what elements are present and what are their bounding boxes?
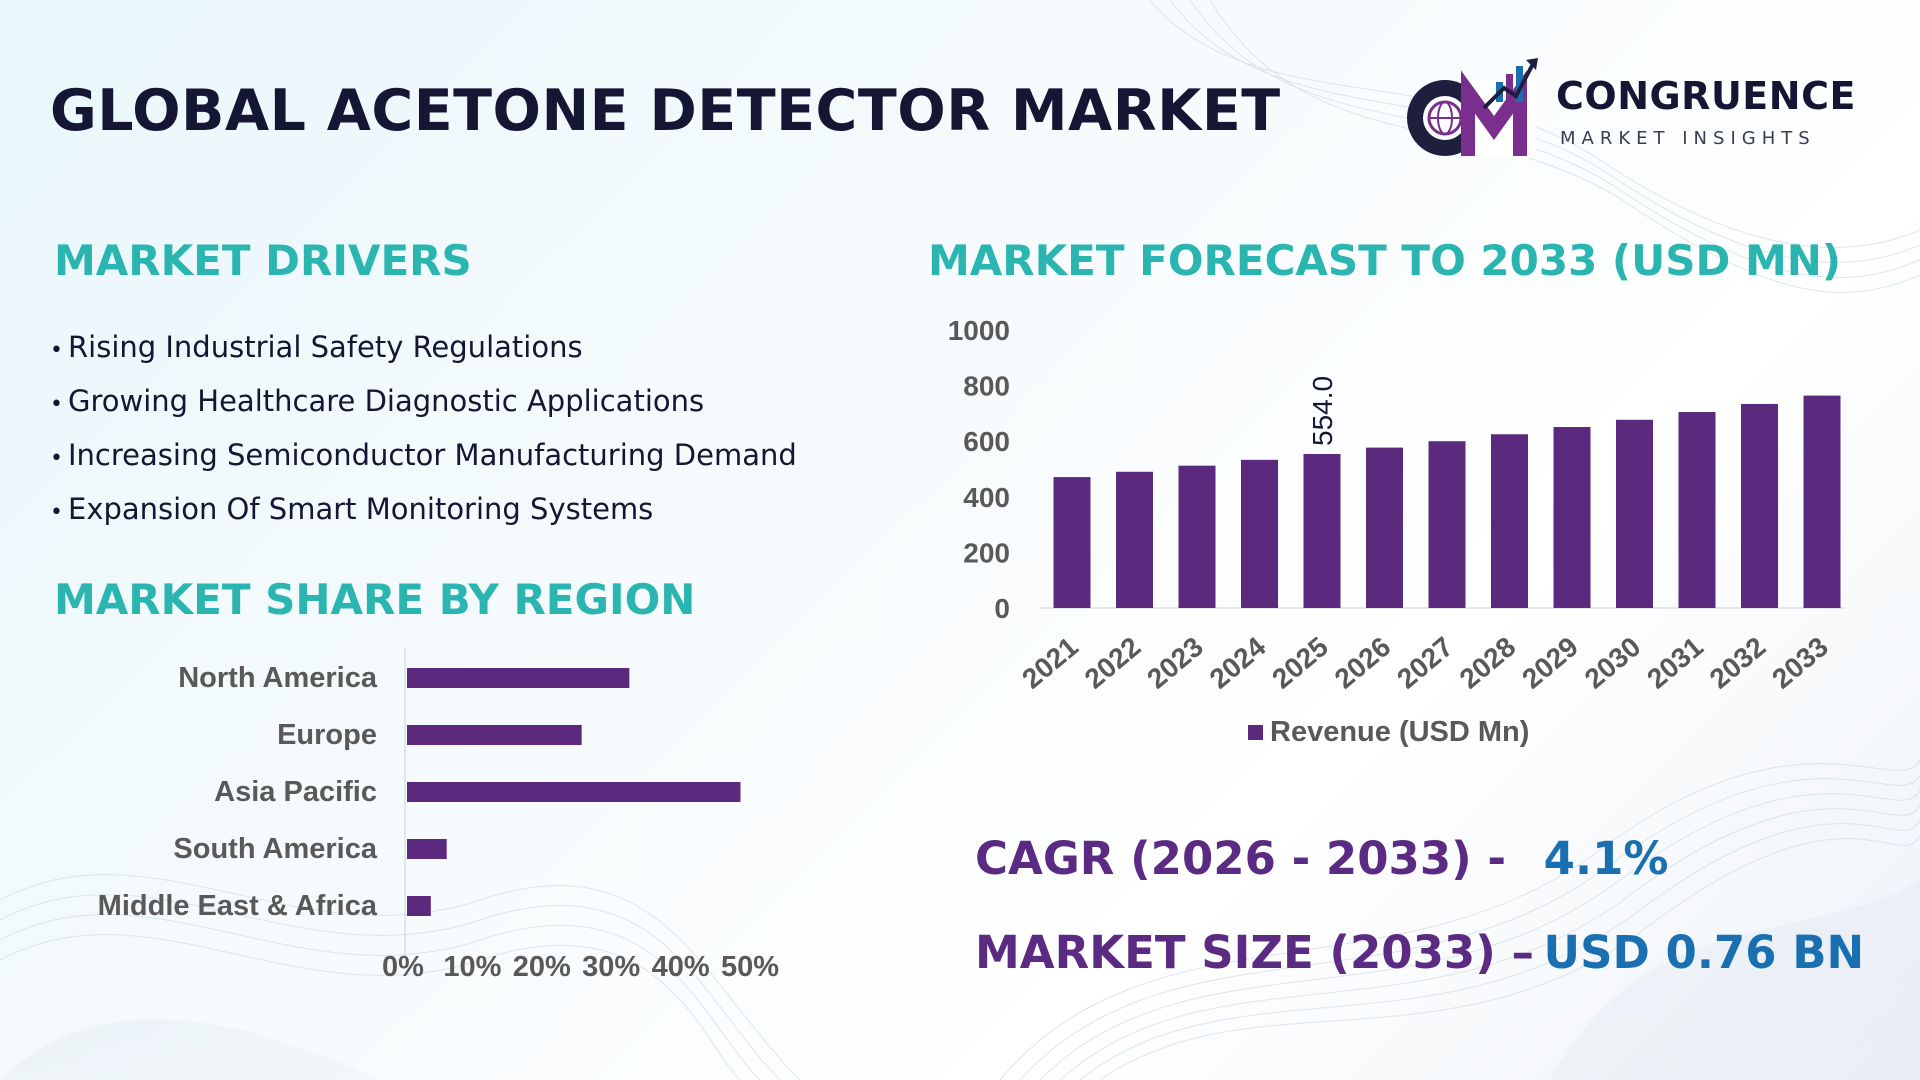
forecast-y-tick: 400 (963, 482, 1010, 513)
forecast-bar (1116, 471, 1153, 608)
region-category-label: Middle East & Africa (98, 890, 378, 922)
region-category-label: Asia Pacific (214, 776, 377, 808)
forecast-title: MARKET FORECAST TO 2033 (USD MN) (928, 236, 1842, 285)
forecast-bar (1241, 459, 1278, 608)
cm-logo-icon (1407, 58, 1538, 158)
forecast-x-tick: 2026 (1329, 631, 1397, 695)
region-tick-label: 0% (382, 951, 424, 983)
drivers-title: MARKET DRIVERS (54, 236, 472, 285)
logo-tagline: MARKET INSIGHTS (1560, 128, 1816, 149)
forecast-bar (1178, 465, 1216, 608)
page-title: GLOBAL ACETONE DETECTOR MARKET (50, 78, 1281, 144)
market-size-value: USD 0.76 BN (1543, 926, 1865, 979)
cagr-label: CAGR (2026 - 2033) - (975, 832, 1507, 885)
forecast-x-tick: 2023 (1141, 631, 1209, 695)
forecast-bar (1303, 453, 1341, 608)
region-category-label: Europe (277, 719, 377, 751)
driver-item: • Growing Healthcare Diagnostic Applicati… (50, 384, 705, 418)
driver-item: • Increasing Semiconductor Manufacturing … (50, 438, 797, 472)
forecast-x-tick: 2029 (1516, 631, 1584, 695)
region-tick-label: 50% (721, 951, 779, 983)
region-tick-label: 30% (582, 951, 640, 983)
region-tick-label: 20% (513, 951, 571, 983)
forecast-x-tick: 2030 (1579, 631, 1647, 695)
drivers-list: • Rising Industrial Safety Regulations • G… (50, 320, 797, 536)
forecast-bar (1741, 403, 1778, 608)
forecast-x-tick: 2025 (1266, 631, 1334, 695)
region-share-chart: North America Europe Asia Pacific South Ame… (98, 648, 779, 983)
forecast-y-tick: 1000 (948, 315, 1010, 346)
region-bar (407, 839, 447, 859)
forecast-bar (1428, 441, 1466, 608)
legend-swatch (1248, 725, 1263, 740)
forecast-x-tick: 2032 (1704, 631, 1772, 695)
cagr-value: 4.1% (1543, 832, 1669, 885)
forecast-x-tick: 2033 (1766, 631, 1834, 695)
forecast-x-tick: 2021 (1016, 631, 1084, 695)
forecast-x-tick: 2027 (1391, 631, 1459, 695)
region-title: MARKET SHARE BY REGION (54, 575, 696, 624)
logo-name: CONGRUENCE (1556, 74, 1856, 118)
forecast-y-tick: 800 (963, 371, 1010, 402)
forecast-data-label: 554.0 (1307, 376, 1338, 446)
region-tick-label: 40% (652, 951, 710, 983)
driver-item: • Expansion Of Smart Monitoring Systems (50, 492, 654, 526)
region-bar (407, 782, 741, 802)
driver-item: • Rising Industrial Safety Regulations (50, 330, 583, 364)
forecast-y-tick: 200 (963, 537, 1010, 568)
region-tick-label: 10% (443, 951, 501, 983)
forecast-x-tick: 2022 (1079, 631, 1147, 695)
region-bar (407, 668, 630, 688)
brand-logo: CONGRUENCE MARKET INSIGHTS (1400, 52, 1880, 162)
forecast-y-tick: 0 (994, 593, 1010, 624)
forecast-bar (1366, 447, 1403, 608)
forecast-x-tick: 2031 (1641, 631, 1709, 695)
forecast-x-tick: 2024 (1204, 631, 1272, 695)
region-category-label: South America (173, 833, 377, 865)
forecast-bar (1803, 395, 1841, 608)
forecast-y-tick: 600 (963, 426, 1010, 457)
market-size-label: MARKET SIZE (2033) – (975, 926, 1534, 979)
forecast-bar (1678, 412, 1716, 608)
forecast-x-tick: 2028 (1454, 631, 1522, 695)
forecast-bar (1053, 477, 1091, 608)
region-bar (407, 896, 431, 916)
cagr-stat: CAGR (2026 - 2033) - 4.1% (975, 832, 1668, 885)
legend-label: Revenue (USD Mn) (1270, 716, 1529, 748)
forecast-bar (1553, 427, 1591, 608)
market-size-stat: MARKET SIZE (2033) – USD 0.76 BN (975, 926, 1864, 979)
forecast-bar (1491, 434, 1528, 608)
region-category-label: North America (178, 662, 378, 694)
region-bar (407, 725, 582, 745)
forecast-bar (1616, 419, 1653, 608)
